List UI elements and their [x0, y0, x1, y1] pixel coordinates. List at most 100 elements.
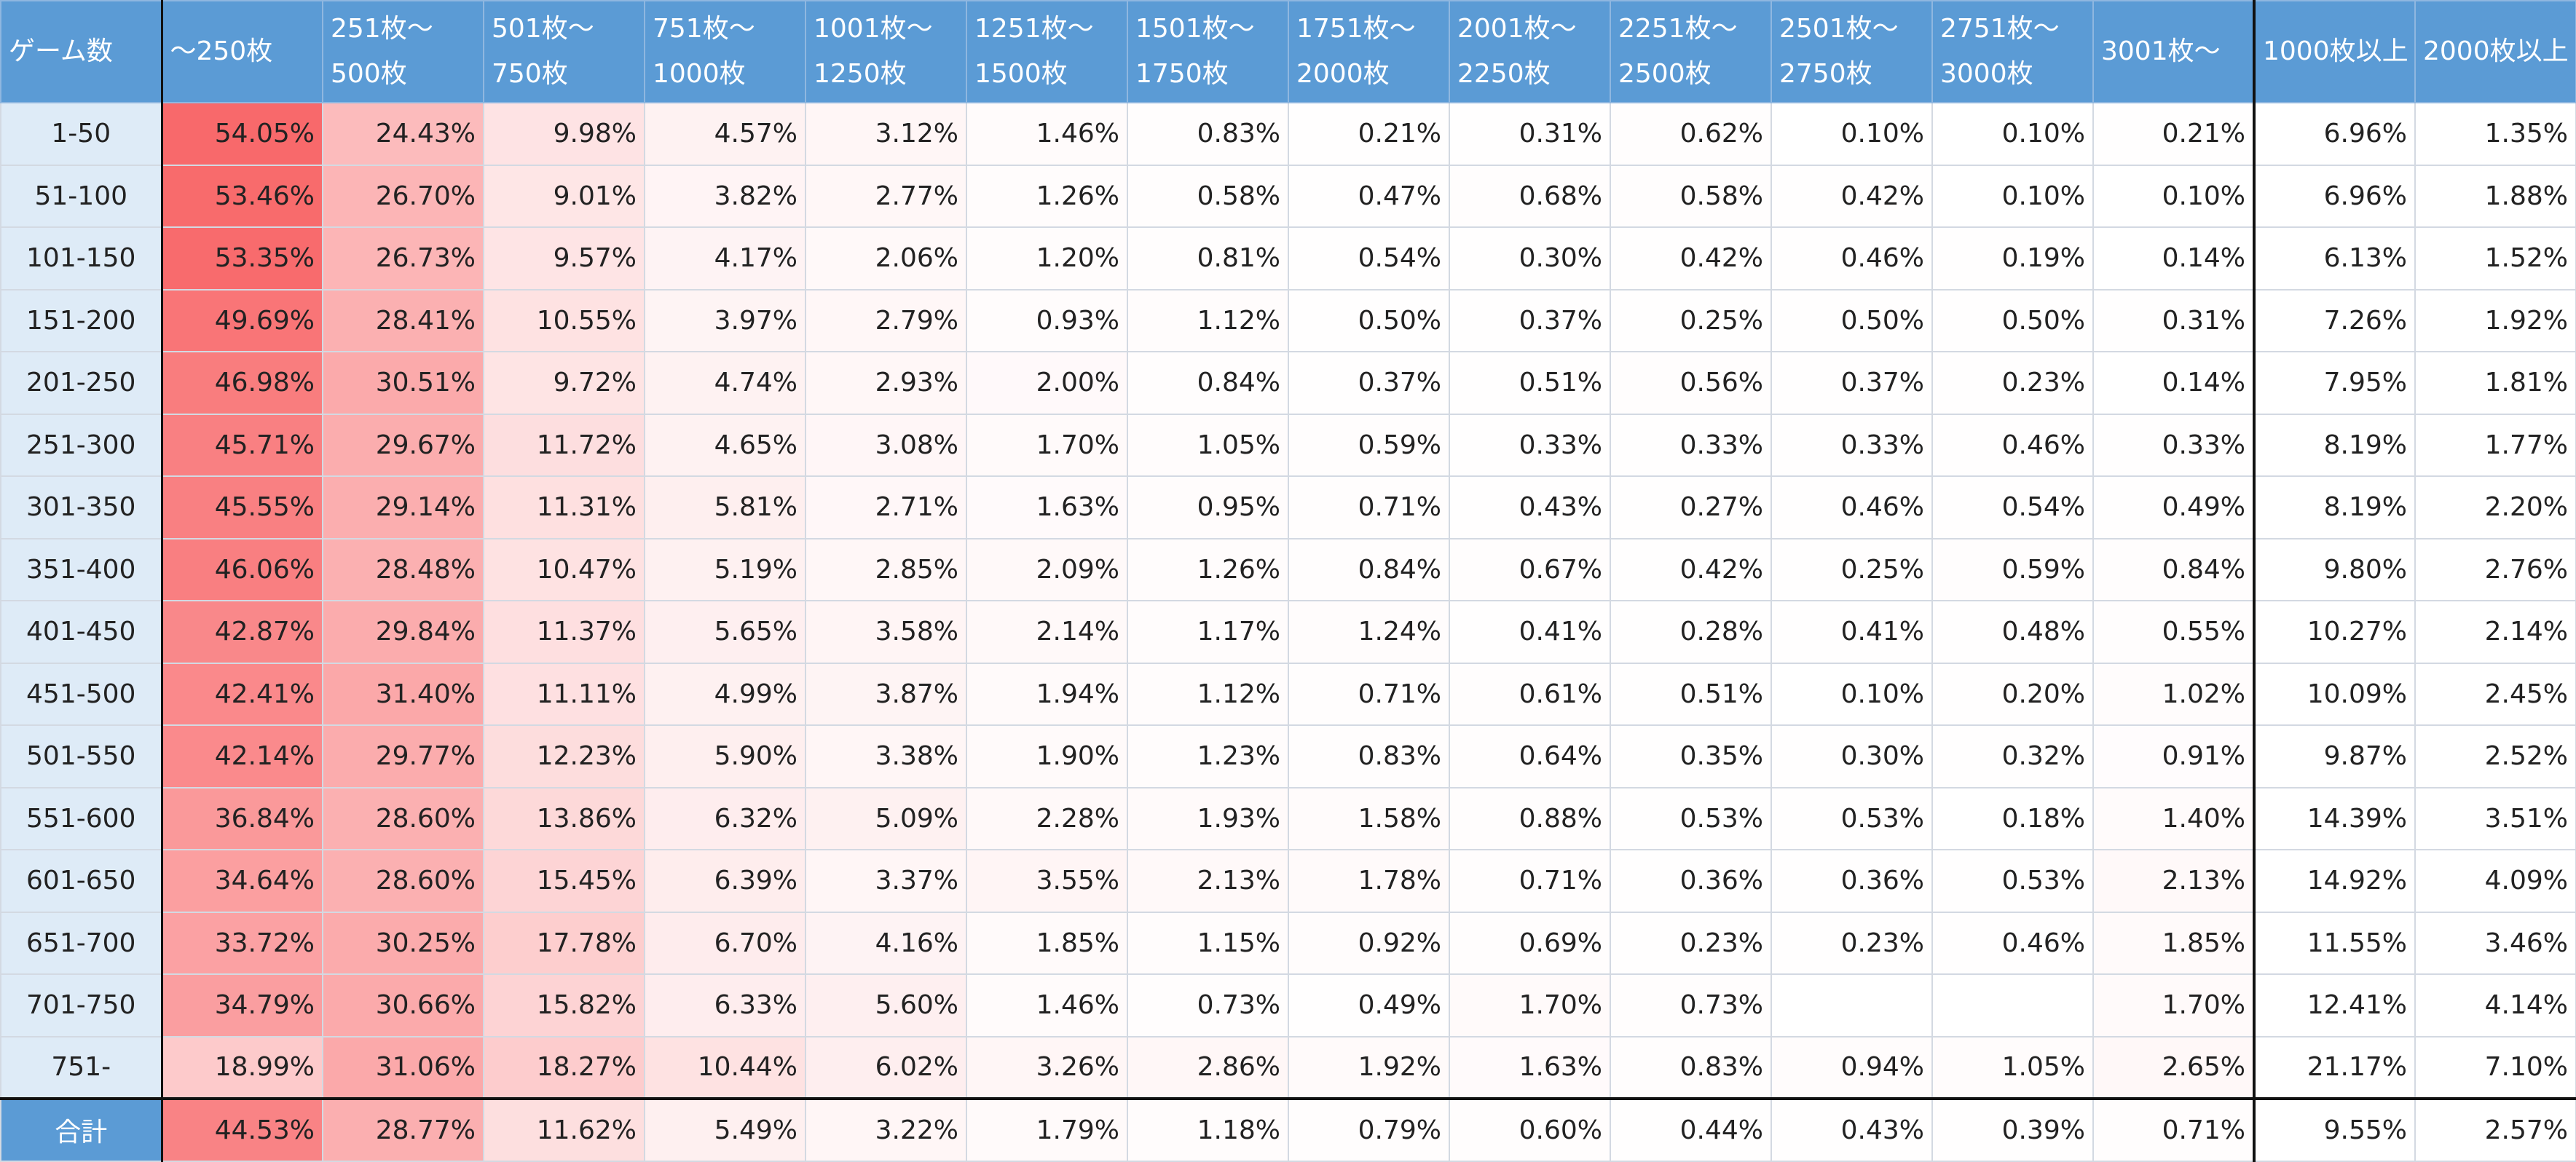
cell: 7.95% — [2253, 351, 2416, 415]
cell: 0.92% — [1288, 911, 1450, 975]
cell: 0.71% — [1288, 662, 1450, 726]
row-label: 701-750 — [0, 973, 163, 1038]
cell: 0.46% — [1770, 475, 1933, 540]
row-label: 651-700 — [0, 911, 163, 975]
cell: 1.40% — [2092, 786, 2255, 850]
cell: 0.30% — [1449, 226, 1611, 290]
cell: 18.99% — [161, 1035, 323, 1099]
cell: 0.59% — [1288, 413, 1450, 477]
cell: 1.81% — [2414, 351, 2576, 415]
cell: 0.71% — [1449, 849, 1611, 913]
cell: 0.36% — [1610, 849, 1772, 913]
table-header: ゲーム数 ～250枚 251枚～ 500枚 501枚～ 750枚 751枚～ 1000枚 100… — [0, 0, 2576, 103]
header-line: 1751枚～ — [1296, 14, 1416, 44]
cell: 30.66% — [322, 973, 484, 1038]
cell: 9.72% — [483, 351, 645, 415]
cell: 2.77% — [805, 164, 967, 228]
cell: 3.46% — [2414, 911, 2576, 975]
cell: 34.79% — [161, 973, 323, 1038]
cell: 1.58% — [1288, 786, 1450, 850]
cell: 0.33% — [1449, 413, 1611, 477]
table-row: 251-300 45.71% 29.67% 11.72% 4.65% 3.08% 1.70%… — [0, 413, 2576, 477]
cell: 2.28% — [966, 786, 1128, 850]
header-line: 2250枚 — [1457, 59, 1551, 89]
cell: 0.84% — [1127, 351, 1289, 415]
cell: 5.60% — [805, 973, 967, 1038]
cell: 0.31% — [2092, 288, 2255, 352]
cell: 14.92% — [2253, 849, 2416, 913]
cell: 42.14% — [161, 724, 323, 788]
cell: 10.09% — [2253, 662, 2416, 726]
cell: 0.10% — [1770, 102, 1933, 166]
cell: 0.39% — [1931, 1097, 2094, 1162]
cell: 6.39% — [644, 849, 806, 913]
cell: 11.72% — [483, 413, 645, 477]
cell: 0.81% — [1127, 226, 1289, 290]
cell: 0.55% — [2092, 600, 2255, 664]
cell: 0.50% — [1770, 288, 1933, 352]
cell: 0.10% — [2092, 164, 2255, 228]
cell: 26.73% — [322, 226, 484, 290]
cell: 10.44% — [644, 1035, 806, 1099]
row-label: 201-250 — [0, 351, 163, 415]
cell: 3.22% — [805, 1097, 967, 1162]
cell: 0.59% — [1931, 537, 2094, 601]
cell: 5.19% — [644, 537, 806, 601]
cell — [1770, 973, 1933, 1038]
cell: 42.87% — [161, 600, 323, 664]
cell: 0.71% — [2092, 1097, 2255, 1162]
table-row: 651-700 33.72% 30.25% 17.78% 6.70% 4.16% 1.85%… — [0, 911, 2576, 975]
header-line: 2500枚 — [1618, 59, 1712, 89]
cell: 6.02% — [805, 1035, 967, 1099]
cell: 3.12% — [805, 102, 967, 166]
cell: 29.67% — [322, 413, 484, 477]
cell: 0.33% — [1770, 413, 1933, 477]
cell: 30.25% — [322, 911, 484, 975]
cell: 10.55% — [483, 288, 645, 352]
cell: 0.95% — [1127, 475, 1289, 540]
cell: 11.31% — [483, 475, 645, 540]
cell: 10.27% — [2253, 600, 2416, 664]
cell: 7.10% — [2414, 1035, 2576, 1099]
header-line: 1000枚 — [653, 59, 746, 89]
cell: 0.46% — [1770, 226, 1933, 290]
cell: 9.87% — [2253, 724, 2416, 788]
cell: 0.94% — [1770, 1035, 1933, 1099]
cell: 6.33% — [644, 973, 806, 1038]
header-line: 2000枚 — [1296, 59, 1390, 89]
table-body: 1-50 54.05% 24.43% 9.98% 4.57% 3.12% 1.46% 0.83… — [0, 102, 2576, 1162]
cell: 0.36% — [1770, 849, 1933, 913]
cell: 9.98% — [483, 102, 645, 166]
cell: 1.17% — [1127, 600, 1289, 664]
cell: 7.26% — [2253, 288, 2416, 352]
cell: 1.70% — [1449, 973, 1611, 1038]
cell: 4.65% — [644, 413, 806, 477]
cell: 3.82% — [644, 164, 806, 228]
cell: 11.11% — [483, 662, 645, 726]
header-line: 3000枚 — [1940, 59, 2033, 89]
cell: 0.30% — [1770, 724, 1933, 788]
cell: 3.08% — [805, 413, 967, 477]
cell: 12.23% — [483, 724, 645, 788]
cell: 0.49% — [2092, 475, 2255, 540]
column-header: 2001枚～ 2250枚 — [1449, 0, 1611, 103]
cell: 0.18% — [1931, 786, 2094, 850]
cell: 11.37% — [483, 600, 645, 664]
cell: 28.48% — [322, 537, 484, 601]
cell: 29.77% — [322, 724, 484, 788]
header-line: 500枚 — [331, 59, 407, 89]
cell: 3.58% — [805, 600, 967, 664]
header-line: 1250枚 — [814, 59, 907, 89]
cell: 1.78% — [1288, 849, 1450, 913]
cell: 0.37% — [1770, 351, 1933, 415]
cell: 6.96% — [2253, 164, 2416, 228]
cell: 1.15% — [1127, 911, 1289, 975]
row-label: 601-650 — [0, 849, 163, 913]
row-label: 751- — [0, 1035, 163, 1099]
cell: 15.45% — [483, 849, 645, 913]
table-row: 601-650 34.64% 28.60% 15.45% 6.39% 3.37% 3.55%… — [0, 849, 2576, 913]
cell: 54.05% — [161, 102, 323, 166]
cell: 34.64% — [161, 849, 323, 913]
row-label: 301-350 — [0, 475, 163, 540]
cell: 3.97% — [644, 288, 806, 352]
